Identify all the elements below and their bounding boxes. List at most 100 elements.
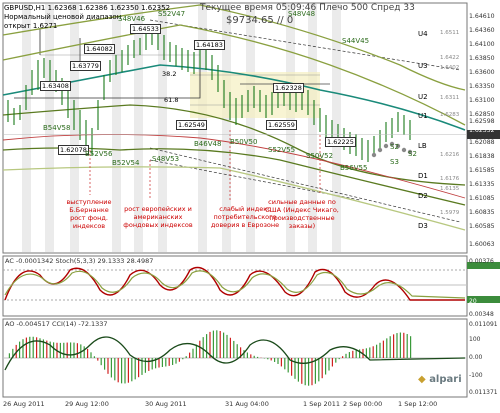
price-box-label: 1.62328	[273, 83, 304, 93]
time-axis-tick: 1 Sep 12:00	[398, 400, 438, 408]
time-axis-tick: 29 Aug 12:00	[65, 400, 109, 408]
mini-level-value: 1.5979	[440, 210, 460, 216]
level-label: U2	[418, 93, 428, 101]
symbol-ohlc: GBPUSD,H1 1.62368 1.62386 1.62350 1.6235…	[4, 4, 171, 12]
wave-label: S3	[390, 158, 399, 166]
news-event-label: слабый индекс потребительского доверия в…	[210, 205, 280, 229]
ao-axis-tick: 0.011091	[469, 321, 498, 328]
wave-label: B52V54	[112, 159, 140, 167]
wave-label: S48V53	[152, 155, 180, 163]
symbol-header: GBPUSD,H1 1.62368 1.62386 1.62350 1.6235…	[4, 4, 170, 31]
wave-label: B46V48	[194, 140, 222, 148]
level-label: U1	[418, 112, 428, 120]
ac-panel	[2, 255, 500, 317]
price-axis-tick: 1.64610	[469, 13, 495, 20]
wave-label: S44V45	[342, 37, 370, 45]
price-axis-tick: 1.60835	[469, 209, 495, 216]
wave-label: S2	[408, 150, 417, 158]
price-axis-tick: 1.64100	[469, 41, 495, 48]
ao-panel	[2, 318, 468, 398]
level-label: U3	[418, 62, 428, 70]
range-label: Нормальный ценовой диапазон	[4, 13, 122, 21]
ao-title: AO -0.004517 CCI(14) -72.1337	[5, 320, 108, 328]
price-axis-tick: 1.63850	[469, 55, 495, 62]
wave-label: B54V58	[43, 124, 71, 132]
level-label: LB	[418, 142, 427, 150]
ao-axis-tick: 0.00	[469, 354, 483, 361]
news-event-label: сильные данные по США (Индекс Чикаго, пр…	[265, 198, 339, 230]
price-axis-tick: 1.60585	[469, 223, 495, 230]
news-event-label: выступление Б.Бернанке рост фонд. индекс…	[66, 198, 112, 230]
ao-axis-tick: 100	[469, 336, 481, 343]
time-axis-tick: 26 Aug 2011	[3, 400, 45, 408]
price-box-label: 1.64082	[84, 44, 115, 54]
level-label: U4	[418, 30, 428, 38]
price-box-label: 1.63408	[40, 81, 71, 91]
fib-level-label: 61.8	[164, 96, 179, 104]
wave-label: S50V52	[306, 152, 334, 160]
wave-label: S48V48	[288, 10, 316, 18]
price-axis-tick: 1.62088	[469, 139, 495, 146]
main-price-panel	[2, 2, 500, 254]
ac-axis-tick: 20	[469, 298, 477, 305]
time-axis: 26 Aug 2011 29 Aug 12:00 30 Aug 2011 31 Aug…	[3, 400, 467, 412]
price-axis-tick: 1.62850	[469, 111, 495, 118]
price-box-label: 1.62559	[266, 120, 297, 130]
time-axis-tick: 2 Sep 00:00	[343, 400, 383, 408]
fib-level-label: 38.2	[162, 70, 177, 78]
price-box-label: 1.64183	[194, 40, 225, 50]
ac-axis-tick: 80	[469, 272, 477, 279]
wave-label: S48V46	[118, 15, 146, 23]
price-axis-tick: 1.63100	[469, 97, 495, 104]
mini-level-value: 1.6216	[440, 152, 460, 158]
fractal-projection	[371, 141, 413, 158]
mini-level-value: 1.6283	[440, 112, 460, 118]
mini-level-value: 1.6402	[440, 65, 460, 71]
current-price-label: 1.62352	[469, 127, 495, 134]
time-axis-tick: 30 Aug 2011	[145, 400, 187, 408]
wave-label: S52V47	[158, 10, 186, 18]
mini-level-value: 1.6311	[440, 95, 460, 101]
price-box-label: 1.62225	[325, 137, 356, 147]
wave-label: B50V50	[230, 138, 258, 146]
price-axis-tick: 1.61585	[469, 167, 495, 174]
price-box-label: 1.64533	[130, 24, 161, 34]
price-axis-tick: 1.61335	[469, 181, 495, 188]
alpari-icon: ◆	[418, 374, 426, 385]
price-axis-tick: 1.60063	[469, 241, 495, 248]
price-axis-tick: 1.61838	[469, 153, 495, 160]
level-label: D1	[418, 172, 428, 180]
balance-label: $9734.65 // 0	[226, 15, 293, 26]
ao-axis-tick: -100	[469, 372, 483, 379]
wave-label: S2	[390, 143, 399, 151]
range-open: открыт 1.6271	[4, 22, 58, 30]
alpari-text: alpari	[429, 374, 462, 385]
ao-axis-tick: 0.011371	[469, 389, 498, 396]
mini-level-value: 1.6135	[440, 186, 460, 192]
mini-level-value: 1.6511	[440, 30, 460, 36]
price-axis-tick: 1.63600	[469, 69, 495, 76]
wave-label: B56V55	[340, 164, 368, 172]
wave-label: S52V55	[268, 146, 296, 154]
price-axis-tick: 1.63350	[469, 83, 495, 90]
price-box-label: 1.63779	[70, 61, 101, 71]
balance-suffix: // 0	[276, 15, 294, 26]
time-axis-tick: 31 Aug 04:00	[225, 400, 269, 408]
mini-level-value: 1.6176	[440, 176, 460, 182]
mini-level-value: 1.6422	[440, 55, 460, 61]
wave-label: B52V56	[85, 150, 113, 158]
ac-axis-tick: 0.00348	[469, 311, 494, 318]
price-axis-tick: 1.64360	[469, 27, 495, 34]
balance-value: $9734.65	[226, 15, 274, 26]
level-label: D3	[418, 222, 428, 230]
alpari-logo: ◆ alpari	[418, 374, 462, 385]
price-box-label: 1.62549	[176, 120, 207, 130]
ac-title: AC -0.0001342 Stoch(5,3,3) 29.1333 28.49…	[5, 257, 154, 265]
ac-axis-tick: 0.00376	[469, 258, 494, 265]
server-time: Текущее время 05:09:46 Плечо 500 Спред 3…	[200, 3, 415, 13]
time-axis-tick: 1 Sep 2011	[303, 400, 341, 408]
price-box-label: 1.62078	[58, 145, 89, 155]
price-axis-tick: 1.61085	[469, 195, 495, 202]
price-axis-tick: 1.62598	[469, 118, 495, 125]
